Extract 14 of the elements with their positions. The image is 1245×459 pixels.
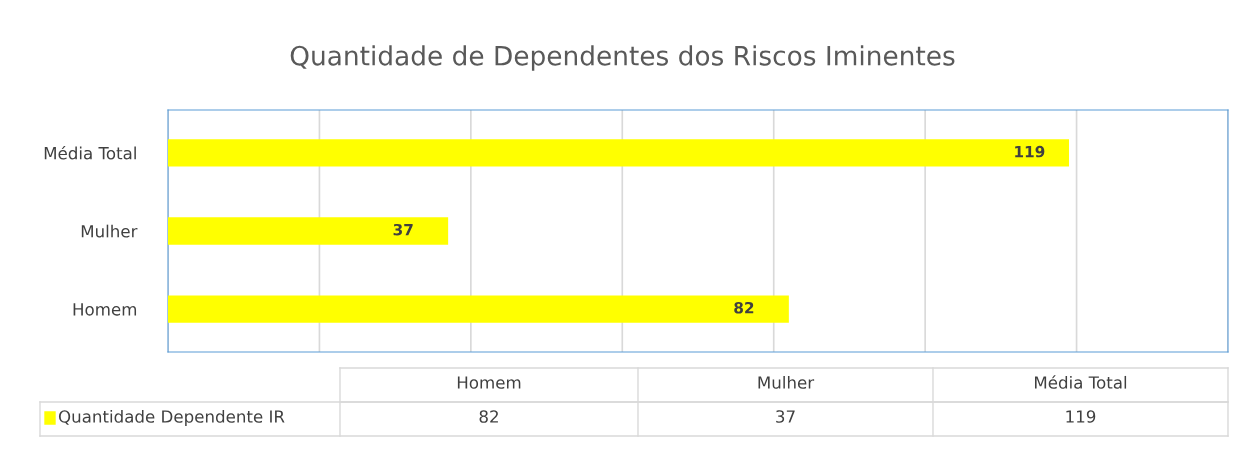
data-label: 37 <box>393 223 413 236</box>
text: 37 <box>776 410 795 423</box>
y-tick-label: Homem <box>73 303 137 316</box>
text: 119 <box>1066 410 1096 423</box>
category-label: Média Total <box>1035 375 1127 389</box>
data-label: 119 <box>1015 145 1045 158</box>
y-tick-label: Mulher <box>81 224 138 238</box>
category-label: Mulher <box>758 375 815 389</box>
data-label: 82 <box>734 301 754 314</box>
chart-title: Quantidade de Dependentes dos Riscos Iminentes <box>290 45 955 71</box>
text: 82 <box>479 410 498 423</box>
category-label: Homem <box>457 376 521 389</box>
y-tick-label: Média Total <box>44 145 136 160</box>
legend-label: Quantidade Dependente IR <box>58 409 285 427</box>
